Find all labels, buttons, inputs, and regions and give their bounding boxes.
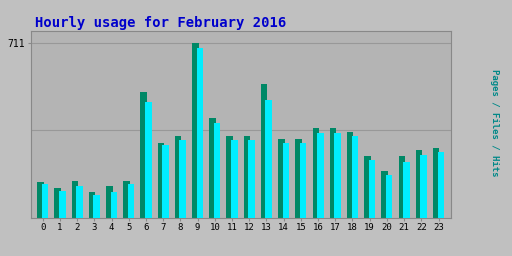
Bar xyxy=(369,160,375,218)
Bar xyxy=(416,150,422,218)
Bar xyxy=(106,186,113,218)
Bar xyxy=(403,162,410,218)
Bar xyxy=(352,136,358,218)
Bar xyxy=(438,152,444,218)
Bar xyxy=(158,143,164,218)
Bar xyxy=(111,192,117,218)
Bar xyxy=(265,100,272,218)
Bar xyxy=(231,140,238,218)
Bar xyxy=(381,171,388,218)
Bar xyxy=(283,143,289,218)
Bar xyxy=(42,184,48,218)
Bar xyxy=(89,192,95,218)
Bar xyxy=(261,84,267,218)
Bar xyxy=(140,92,147,218)
Bar xyxy=(386,175,393,218)
Bar xyxy=(145,102,152,218)
Bar xyxy=(317,133,324,218)
Bar xyxy=(179,140,186,218)
Bar xyxy=(278,139,285,218)
Bar xyxy=(347,132,353,218)
Bar xyxy=(244,136,250,218)
Bar xyxy=(175,136,181,218)
Bar xyxy=(54,188,61,218)
Bar xyxy=(37,182,44,218)
Bar xyxy=(123,181,130,218)
Bar xyxy=(76,186,83,218)
Text: Hourly usage for February 2016: Hourly usage for February 2016 xyxy=(35,16,286,29)
Bar xyxy=(226,136,233,218)
Bar xyxy=(312,128,319,218)
Bar xyxy=(162,145,169,218)
Bar xyxy=(420,155,427,218)
Text: Pages / Files / Hits: Pages / Files / Hits xyxy=(489,69,499,177)
Bar xyxy=(59,190,66,218)
Bar xyxy=(433,147,439,218)
Bar xyxy=(197,48,203,218)
Bar xyxy=(128,184,134,218)
Bar xyxy=(93,196,100,218)
Bar xyxy=(248,140,255,218)
Bar xyxy=(72,181,78,218)
Bar xyxy=(300,143,306,218)
Bar xyxy=(295,139,302,218)
Bar xyxy=(398,156,405,218)
Bar xyxy=(330,128,336,218)
Bar xyxy=(334,133,341,218)
Bar xyxy=(214,123,220,218)
Bar xyxy=(209,118,216,218)
Bar xyxy=(192,43,199,218)
Bar xyxy=(364,156,371,218)
